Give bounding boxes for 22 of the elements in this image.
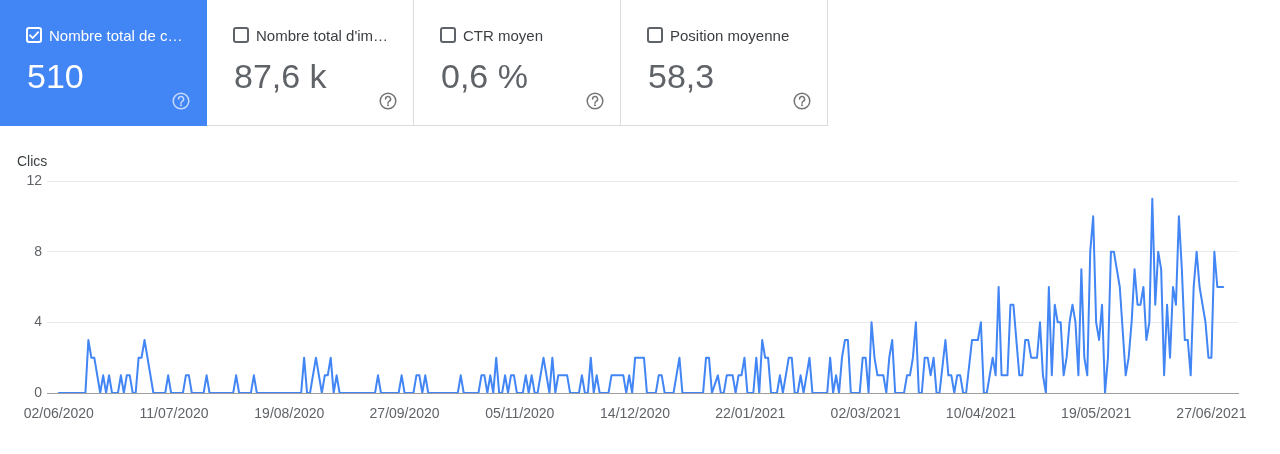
x-tick-label: 02/03/2021 <box>830 405 901 422</box>
category-label: Position moyenne <box>670 27 790 45</box>
y-tick-label: 0 <box>34 383 43 400</box>
x-tick-label: 27/09/2020 <box>369 405 440 422</box>
category-label: Nombre total d'im… <box>256 27 389 45</box>
x-tick-label: 11/07/2020 <box>139 405 209 422</box>
y-tick-label: 12 <box>26 171 43 188</box>
text: 0,6 % <box>441 57 528 95</box>
x-tick-label: 27/06/2021 <box>1176 405 1247 422</box>
x-tick-label: 02/06/2020 <box>23 405 95 422</box>
x-tick-label: 14/12/2020 <box>600 405 671 422</box>
x-tick-label: 22/01/2021 <box>715 405 786 422</box>
x-tick-label: 19/08/2020 <box>254 405 325 422</box>
y-tick-label: 8 <box>34 242 43 259</box>
y-axis-title: Clics <box>17 153 48 169</box>
y-tick-label: 4 <box>34 313 43 330</box>
x-tick-label: 10/04/2021 <box>945 405 1017 422</box>
text: 87,6 k <box>234 57 327 95</box>
x-tick-label: 19/05/2021 <box>1061 405 1132 422</box>
category-label: CTR moyen <box>463 27 544 45</box>
text: 58,3 <box>648 57 715 95</box>
x-tick-label: 05/11/2020 <box>485 405 555 422</box>
